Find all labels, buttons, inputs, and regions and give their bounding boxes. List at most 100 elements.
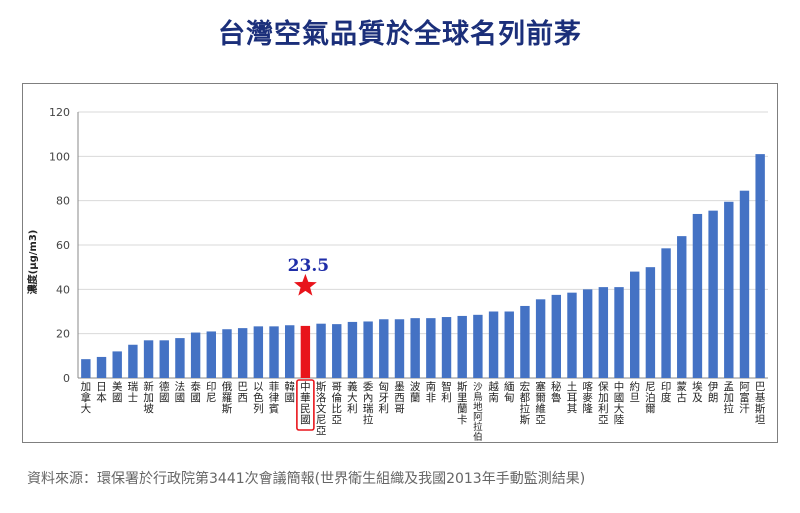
bar <box>645 267 656 378</box>
bar <box>300 325 311 378</box>
bar <box>520 305 530 378</box>
bar <box>269 326 279 378</box>
bar <box>332 324 342 378</box>
source-note: 資料來源：環保署於行政院第3441次會議簡報(世界衛生組織及我國2013年手動監… <box>27 471 586 487</box>
x-tick-label: 約旦 <box>629 380 640 404</box>
x-tick-label: 南非 <box>426 380 437 404</box>
bar <box>504 311 514 378</box>
x-tick-label: 斯里蘭卡 <box>457 380 468 426</box>
x-tick-label: 阿富汗 <box>739 381 750 415</box>
bar <box>457 315 467 378</box>
bar <box>159 340 169 378</box>
category-labels: 加拿大日本美國瑞士新加坡德國法國泰國印尼俄羅斯巴西以色列菲律賓韓國中華民國斯洛文… <box>81 379 766 442</box>
x-tick-label: 新加坡 <box>143 380 154 415</box>
bar <box>724 201 734 378</box>
bar <box>426 318 436 378</box>
bar <box>661 248 671 378</box>
bar <box>739 190 750 378</box>
x-tick-label: 中華民國 <box>300 380 311 426</box>
x-tick-label: 埃及 <box>692 380 703 404</box>
bar <box>755 154 765 378</box>
x-tick-label: 波蘭 <box>410 380 421 404</box>
highlight-box <box>296 379 315 431</box>
bar <box>677 236 687 378</box>
x-tick-label: 瑞士 <box>128 381 139 404</box>
bar <box>363 321 373 378</box>
bar <box>692 213 703 378</box>
x-tick-label: 巴西 <box>237 381 248 404</box>
x-tick-label: 喀麥隆 <box>582 380 593 415</box>
y-tick-label: 100 <box>49 150 70 163</box>
bar <box>112 351 122 378</box>
bar <box>708 210 718 378</box>
y-tick-label: 80 <box>56 195 70 208</box>
x-tick-label: 緬甸 <box>504 380 515 404</box>
x-tick-label: 伊朗 <box>708 381 719 404</box>
x-tick-label: 保加利亞 <box>598 380 609 426</box>
red-star-icon <box>294 273 317 296</box>
bar <box>614 287 624 378</box>
bar <box>379 319 389 378</box>
bar <box>535 299 546 378</box>
bar <box>347 321 358 378</box>
bar <box>222 329 232 378</box>
bar-chart: 0 20 40 60 80 100 120 加拿大日本美國瑞士新加坡德國法國泰國印尼俄羅斯巴… <box>26 106 768 442</box>
y-tick-label: 40 <box>56 283 70 296</box>
x-tick-label: 墨西哥 <box>394 381 405 415</box>
y-tick-label: 20 <box>56 328 70 341</box>
y-tick-label: 60 <box>56 239 70 252</box>
bar <box>316 323 326 378</box>
x-tick-label: 美國 <box>112 380 123 404</box>
bar <box>630 271 640 378</box>
chart-frame: 0 20 40 60 80 100 120 加拿大 日本 美國 瑞士 新加坡 德國 法國 泰國 印尼 俄羅斯巴… <box>22 83 778 443</box>
y-tick-label: 0 <box>63 372 70 385</box>
bar <box>285 325 295 378</box>
bar <box>567 292 577 378</box>
x-tick-label: 韓國 <box>284 381 295 404</box>
x-tick-label: 巴基斯坦 <box>755 381 766 426</box>
bar <box>598 287 609 378</box>
x-tick-label: 越南 <box>488 380 499 404</box>
bar <box>410 318 420 378</box>
x-tick-label: 塞爾維亞 <box>535 380 546 426</box>
x-tick-label: 孟加拉 <box>724 381 735 415</box>
x-tick-label: 中國大陸 <box>614 380 625 426</box>
x-tick-label: 泰國 <box>190 380 201 404</box>
y-tick-label: 120 <box>49 106 70 119</box>
bar <box>190 332 201 378</box>
x-tick-label: 秘魯 <box>551 380 562 404</box>
annotation: 23.5 <box>288 256 329 296</box>
bar <box>175 338 185 378</box>
x-tick-label: 蒙古 <box>677 380 688 404</box>
y-axis-label: 濃度(μg/m3) <box>26 230 39 295</box>
x-tick-label: 俄羅斯 <box>222 381 233 415</box>
x-tick-label: 斯洛文尼亞 <box>316 380 327 437</box>
bar <box>143 340 154 378</box>
bar <box>96 356 107 378</box>
x-tick-label: 日本 <box>96 381 107 404</box>
bar <box>128 344 138 378</box>
bars <box>81 154 765 378</box>
bar <box>473 314 483 378</box>
bar <box>206 331 216 378</box>
x-tick-label: 土耳其 <box>567 380 578 415</box>
x-tick-label: 沙烏地阿拉伯 <box>473 382 483 442</box>
annotation-value: 23.5 <box>288 256 329 276</box>
x-tick-label: 宏都拉斯 <box>520 380 531 426</box>
x-tick-label: 哥倫比亞 <box>332 381 343 426</box>
x-tick-label: 印尼 <box>206 381 217 404</box>
x-tick-label: 義大利 <box>347 380 358 415</box>
x-tick-label: 智利 <box>441 380 452 404</box>
x-tick-label: 德國 <box>159 380 170 404</box>
bar <box>551 294 561 378</box>
x-tick-label: 以色列 <box>253 381 264 415</box>
x-tick-label: 加拿大 <box>81 381 92 415</box>
x-tick-label: 印度 <box>661 381 672 404</box>
page-title: 台灣空氣品質於全球名列前茅 <box>218 19 582 50</box>
bar <box>253 326 264 378</box>
x-tick-label: 尼泊爾 <box>645 381 656 415</box>
bar <box>394 319 405 378</box>
bar <box>488 311 499 378</box>
x-tick-label: 匈牙利 <box>379 380 390 415</box>
bar <box>582 289 593 378</box>
